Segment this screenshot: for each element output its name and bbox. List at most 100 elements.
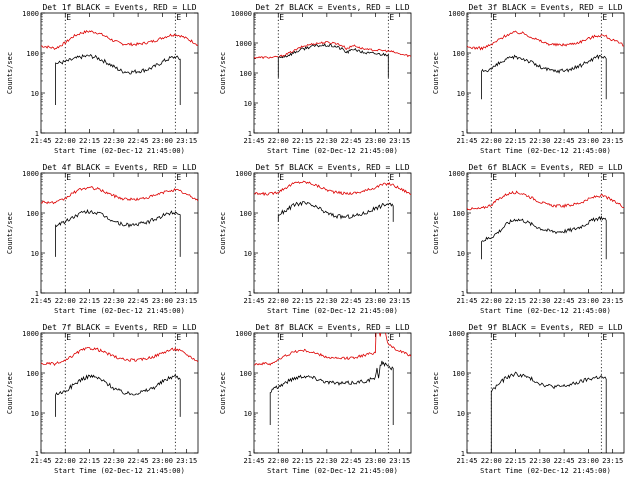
x-tick-label: 22:30 [529, 297, 550, 305]
y-tick-label: 100 [26, 210, 39, 218]
x-axis-label: Start Time (02-Dec-12 21:45:00) [54, 307, 185, 315]
x-tick-label: 23:00 [578, 137, 599, 145]
plot-title: Det 3f BLACK = Events, RED = LLD [468, 3, 622, 12]
y-axis-label: Counts/sec [219, 212, 227, 254]
axes-frame [253, 332, 412, 454]
x-tick-label: 22:30 [316, 457, 337, 465]
x-axis-label: Start Time (02-Dec-12 21:45:00) [480, 147, 611, 155]
x-tick-label: 23:00 [365, 297, 386, 305]
x-tick-label: 22:15 [505, 137, 526, 145]
detector-plot-6: Det 6f BLACK = Events, RED = LLD 1 10 100 10… [426, 160, 639, 320]
x-tick-label: 22:15 [292, 137, 313, 145]
events-series-line [481, 54, 607, 100]
y-tick-label: 1 [248, 450, 252, 458]
event-marker-label: E [279, 333, 284, 342]
events-series-line [269, 360, 394, 425]
x-tick-label: 21:45 [456, 297, 477, 305]
event-marker-label: E [602, 333, 607, 342]
axes-frame [466, 12, 625, 134]
y-tick-label: 10 [457, 250, 465, 258]
y-tick-label: 100 [239, 210, 252, 218]
x-tick-label: 22:30 [103, 457, 124, 465]
x-tick-label: 22:45 [554, 457, 575, 465]
y-tick-label: 1000 [22, 170, 39, 178]
event-marker-label: E [66, 13, 71, 22]
y-tick-label: 1 [461, 130, 465, 138]
event-marker-label: E [389, 333, 394, 342]
lld-series-line [41, 186, 198, 205]
plot-svg: Det 2f BLACK = Events, RED = LLD 1 10 100 10… [219, 3, 412, 155]
y-tick-label: 100 [452, 50, 465, 58]
x-tick-label: 22:30 [316, 137, 337, 145]
event-marker-label: E [66, 333, 71, 342]
plot-svg: Det 8f BLACK = Events, RED = LLD 1 10 100 10… [219, 323, 412, 475]
x-tick-label: 22:00 [268, 297, 289, 305]
events-series-line [55, 53, 181, 105]
x-tick-label: 21:45 [456, 137, 477, 145]
x-tick-label: 22:15 [505, 297, 526, 305]
y-axis-label: Counts/sec [6, 212, 14, 254]
x-tick-label: 23:15 [389, 457, 410, 465]
plot-title: Det 9f BLACK = Events, RED = LLD [468, 323, 622, 332]
x-tick-label: 23:15 [176, 457, 197, 465]
x-tick-label: 22:00 [55, 457, 76, 465]
y-tick-label: 1000 [448, 170, 465, 178]
x-tick-label: 22:15 [79, 137, 100, 145]
y-axis-label: Counts/sec [219, 372, 227, 414]
plot-title: Det 5f BLACK = Events, RED = LLD [255, 163, 409, 172]
plot-title: Det 8f BLACK = Events, RED = LLD [255, 323, 409, 332]
y-tick-label: 1000 [235, 170, 252, 178]
event-marker-label: E [389, 173, 394, 182]
x-tick-label: 22:00 [268, 137, 289, 145]
x-tick-label: 22:30 [103, 137, 124, 145]
axes-frame [253, 12, 412, 134]
detector-plot-9: Det 9f BLACK = Events, RED = LLD 1 10 100 10… [426, 320, 639, 480]
detector-plot-4: Det 4f BLACK = Events, RED = LLD 1 10 100 10… [0, 160, 213, 320]
y-tick-label: 1 [461, 450, 465, 458]
x-tick-label: 23:00 [152, 297, 173, 305]
x-tick-label: 22:45 [341, 457, 362, 465]
x-axis-label: Start Time (02-Dec-12 21:45:00) [267, 467, 398, 475]
lld-series-line [467, 30, 624, 51]
x-tick-label: 22:15 [505, 457, 526, 465]
y-tick-label: 10 [31, 90, 39, 98]
x-tick-label: 22:30 [103, 297, 124, 305]
x-axis-label: Start Time (02-Dec-12 21:45:00) [54, 467, 185, 475]
y-tick-label: 100 [26, 370, 39, 378]
x-tick-label: 23:00 [152, 457, 173, 465]
plot-title: Det 6f BLACK = Events, RED = LLD [468, 163, 622, 172]
detector-plot-8: Det 8f BLACK = Events, RED = LLD 1 10 100 10… [213, 320, 426, 480]
events-series-line [277, 43, 389, 78]
x-tick-label: 22:45 [341, 297, 362, 305]
plot-svg: Det 7f BLACK = Events, RED = LLD 1 10 100 10… [6, 323, 199, 475]
y-axis-label: Counts/sec [432, 212, 440, 254]
plot-svg: Det 1f BLACK = Events, RED = LLD 1 10 100 10… [6, 3, 199, 155]
x-tick-label: 22:45 [128, 457, 149, 465]
axes-frame [466, 172, 625, 294]
plot-svg: Det 3f BLACK = Events, RED = LLD 1 10 100 10… [432, 3, 625, 155]
x-tick-label: 21:45 [30, 137, 51, 145]
event-marker-label: E [176, 13, 181, 22]
axes-frame [40, 172, 199, 294]
x-tick-label: 22:00 [481, 297, 502, 305]
detector-plot-7: Det 7f BLACK = Events, RED = LLD 1 10 100 10… [0, 320, 213, 480]
x-axis-label: Start Time (02-Dec-12 21:45:00) [267, 307, 398, 315]
x-tick-label: 23:15 [602, 457, 623, 465]
lld-series-line [254, 180, 411, 197]
x-axis-label: Start Time (02-Dec-12 21:45:00) [54, 147, 185, 155]
plot-title: Det 4f BLACK = Events, RED = LLD [42, 163, 196, 172]
axes-frame [40, 332, 199, 454]
event-marker-label: E [492, 13, 497, 22]
event-marker-label: E [279, 173, 284, 182]
detector-plot-1: Det 1f BLACK = Events, RED = LLD 1 10 100 10… [0, 0, 213, 160]
x-tick-label: 22:00 [481, 137, 502, 145]
event-marker-label: E [279, 13, 284, 22]
plot-title: Det 7f BLACK = Events, RED = LLD [42, 323, 196, 332]
x-tick-label: 22:15 [79, 457, 100, 465]
x-tick-label: 22:00 [55, 137, 76, 145]
x-tick-label: 23:15 [176, 137, 197, 145]
x-tick-label: 22:45 [554, 137, 575, 145]
x-axis-label: Start Time (02-Dec-12 21:45:00) [480, 467, 611, 475]
x-axis-label: Start Time (02-Dec-12 21:45:00) [480, 307, 611, 315]
y-tick-label: 1 [35, 450, 39, 458]
